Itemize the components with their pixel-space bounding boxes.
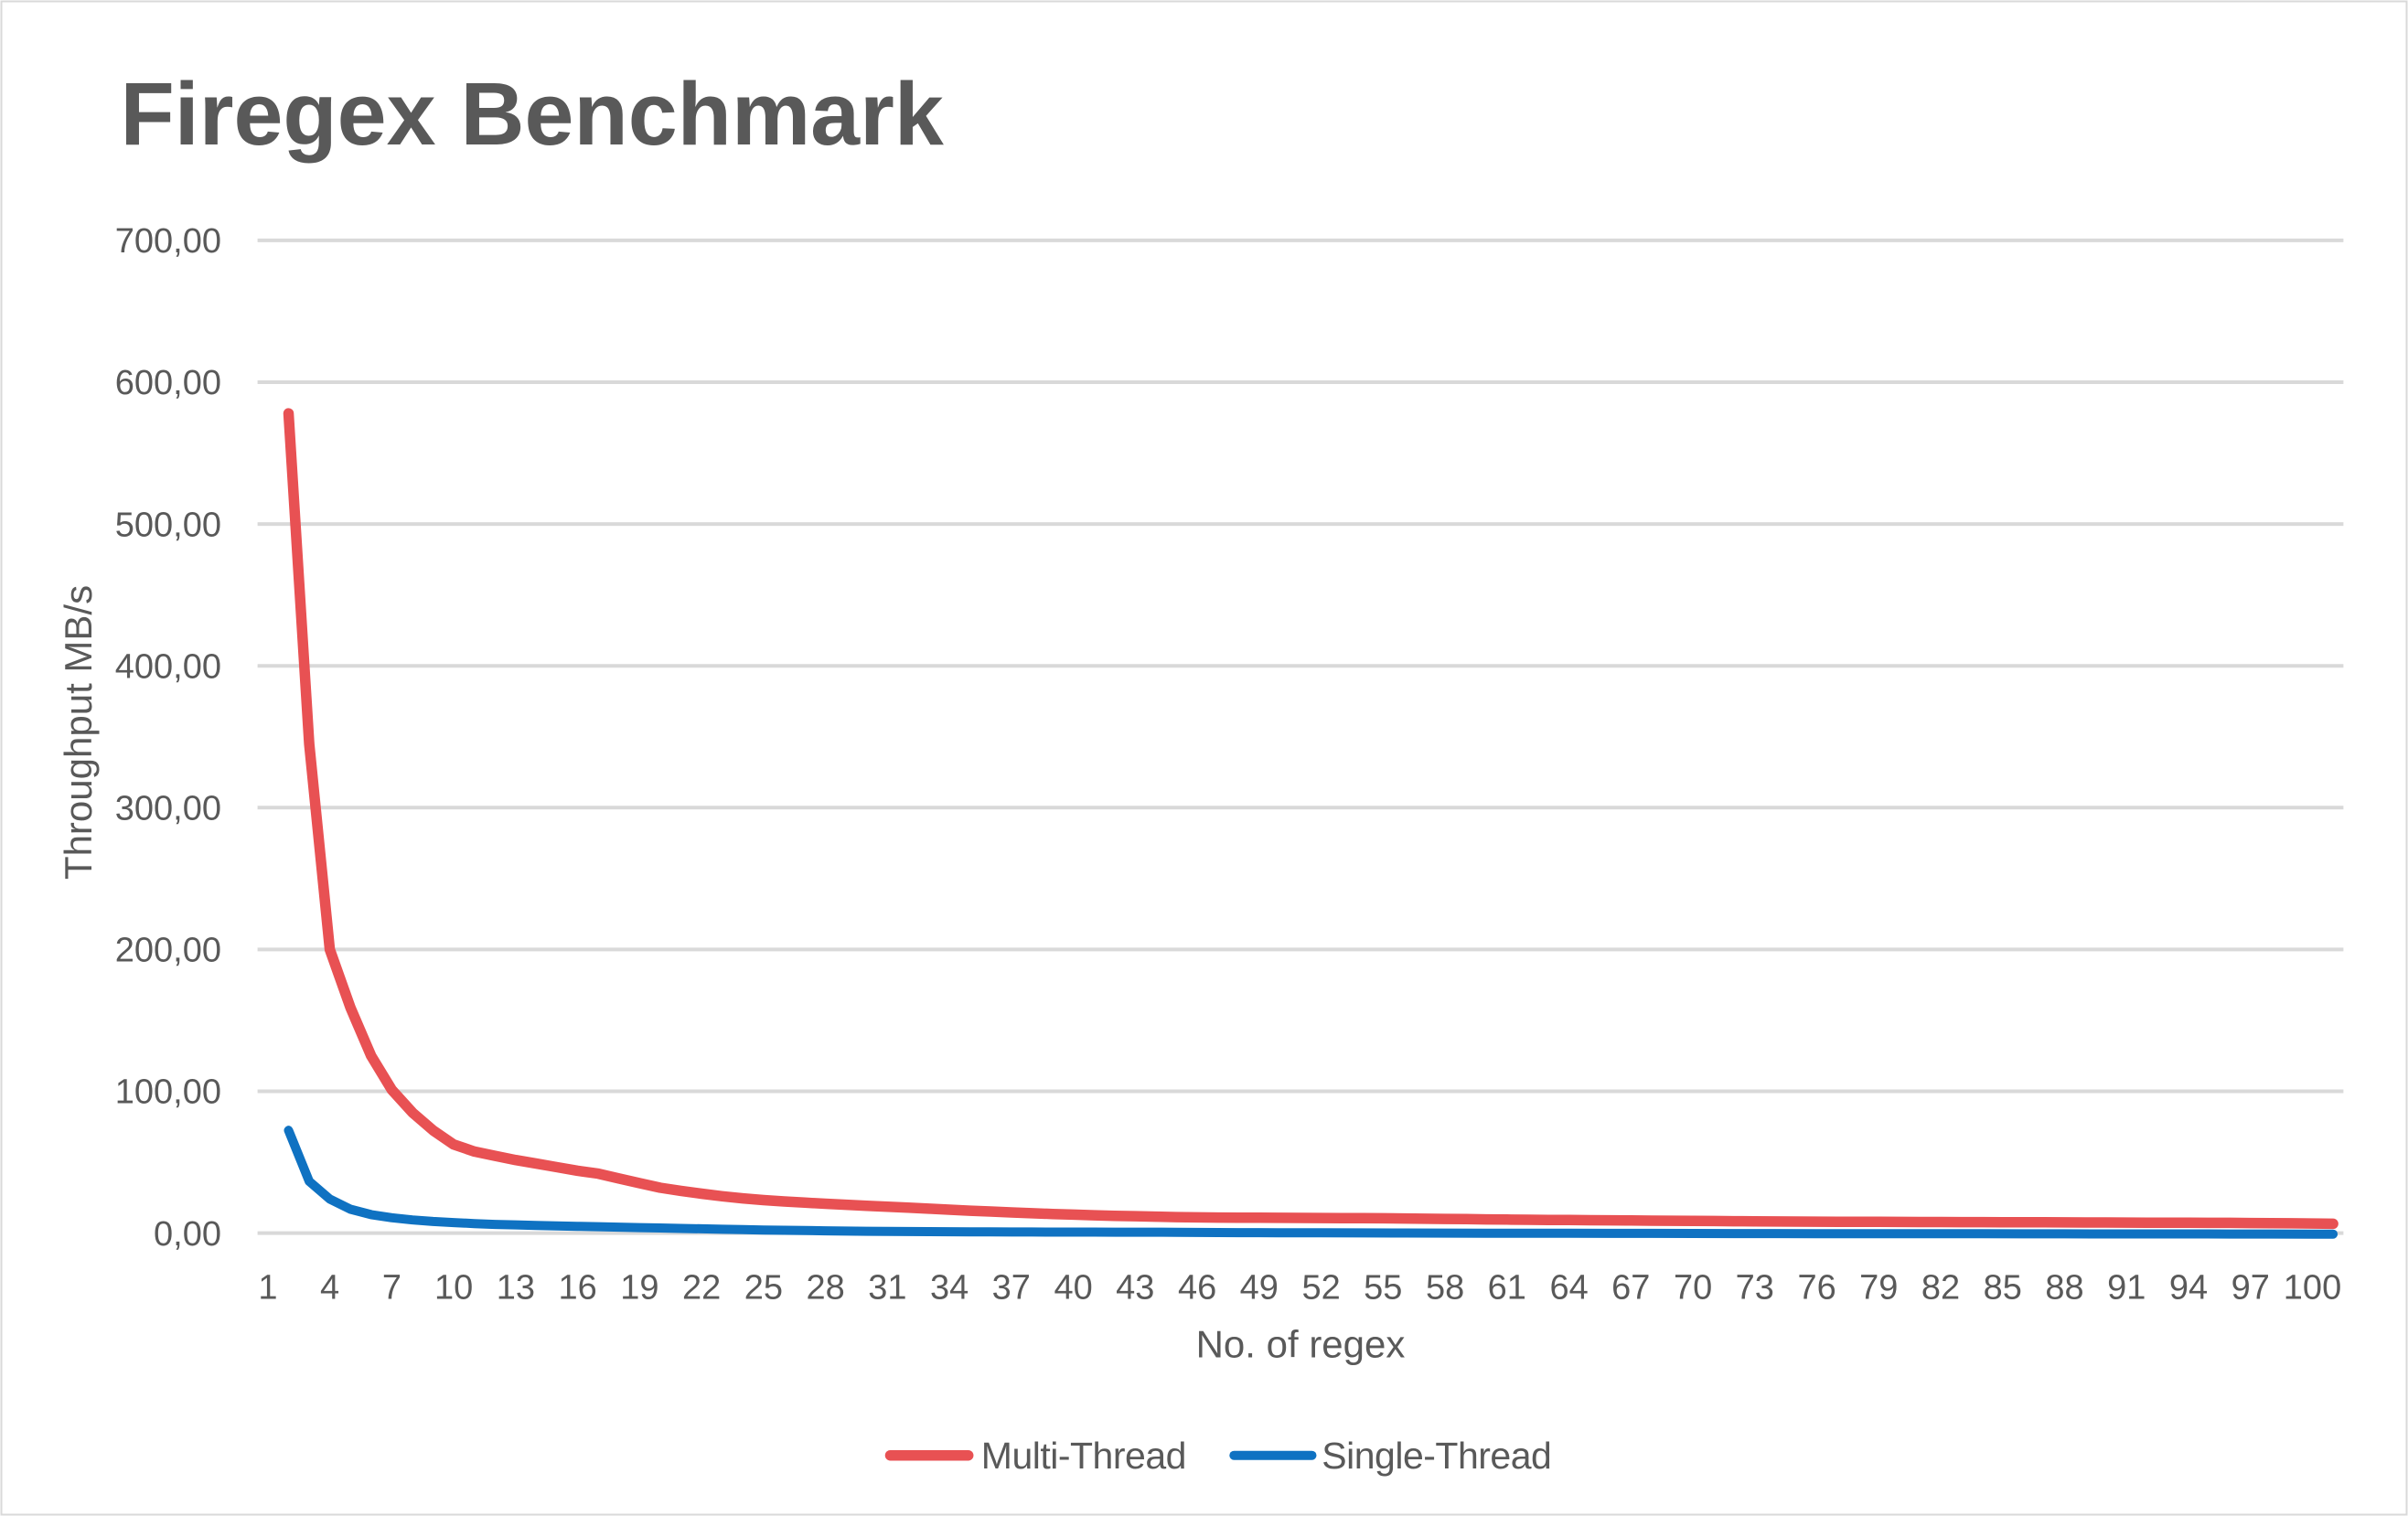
svg-text:97: 97 (2231, 1269, 2270, 1308)
svg-text:40: 40 (1054, 1269, 1092, 1308)
svg-text:88: 88 (2045, 1269, 2083, 1308)
svg-text:79: 79 (1859, 1269, 1898, 1308)
svg-text:55: 55 (1364, 1269, 1402, 1308)
svg-text:58: 58 (1426, 1269, 1464, 1308)
svg-text:100,00: 100,00 (115, 1073, 221, 1112)
svg-text:200,00: 200,00 (115, 932, 221, 970)
svg-text:0,00: 0,00 (154, 1215, 221, 1254)
svg-text:49: 49 (1240, 1269, 1279, 1308)
svg-text:28: 28 (806, 1269, 844, 1308)
svg-text:73: 73 (1736, 1269, 1774, 1308)
svg-text:1: 1 (258, 1269, 277, 1308)
svg-text:Throughput MB/s: Throughput MB/s (57, 585, 100, 880)
svg-text:25: 25 (744, 1269, 783, 1308)
svg-text:31: 31 (868, 1269, 906, 1308)
svg-text:16: 16 (558, 1269, 596, 1308)
svg-text:500,00: 500,00 (115, 506, 221, 544)
svg-text:100: 100 (2284, 1269, 2341, 1308)
svg-text:700,00: 700,00 (115, 222, 221, 261)
svg-text:52: 52 (1301, 1269, 1340, 1308)
svg-text:10: 10 (434, 1269, 473, 1308)
svg-text:600,00: 600,00 (115, 364, 221, 402)
svg-text:No. of regex: No. of regex (1196, 1322, 1406, 1365)
svg-text:85: 85 (1984, 1269, 2022, 1308)
svg-text:82: 82 (1921, 1269, 1960, 1308)
svg-text:7: 7 (382, 1269, 401, 1308)
svg-text:70: 70 (1674, 1269, 1712, 1308)
svg-text:13: 13 (497, 1269, 535, 1308)
svg-text:76: 76 (1797, 1269, 1835, 1308)
svg-text:67: 67 (1611, 1269, 1650, 1308)
svg-text:37: 37 (992, 1269, 1031, 1308)
svg-text:64: 64 (1549, 1269, 1588, 1308)
svg-text:43: 43 (1116, 1269, 1154, 1308)
svg-text:19: 19 (620, 1269, 658, 1308)
svg-text:22: 22 (682, 1269, 721, 1308)
svg-text:Firegex Benchmark: Firegex Benchmark (121, 64, 945, 164)
svg-text:300,00: 300,00 (115, 790, 221, 828)
svg-text:Multi-Thread: Multi-Thread (981, 1435, 1186, 1477)
svg-text:94: 94 (2169, 1269, 2208, 1308)
svg-text:Single-Thread: Single-Thread (1322, 1435, 1551, 1477)
svg-text:61: 61 (1488, 1269, 1526, 1308)
svg-text:34: 34 (930, 1269, 969, 1308)
svg-text:4: 4 (320, 1269, 339, 1308)
svg-text:400,00: 400,00 (115, 647, 221, 686)
svg-text:91: 91 (2107, 1269, 2146, 1308)
svg-text:46: 46 (1178, 1269, 1216, 1308)
